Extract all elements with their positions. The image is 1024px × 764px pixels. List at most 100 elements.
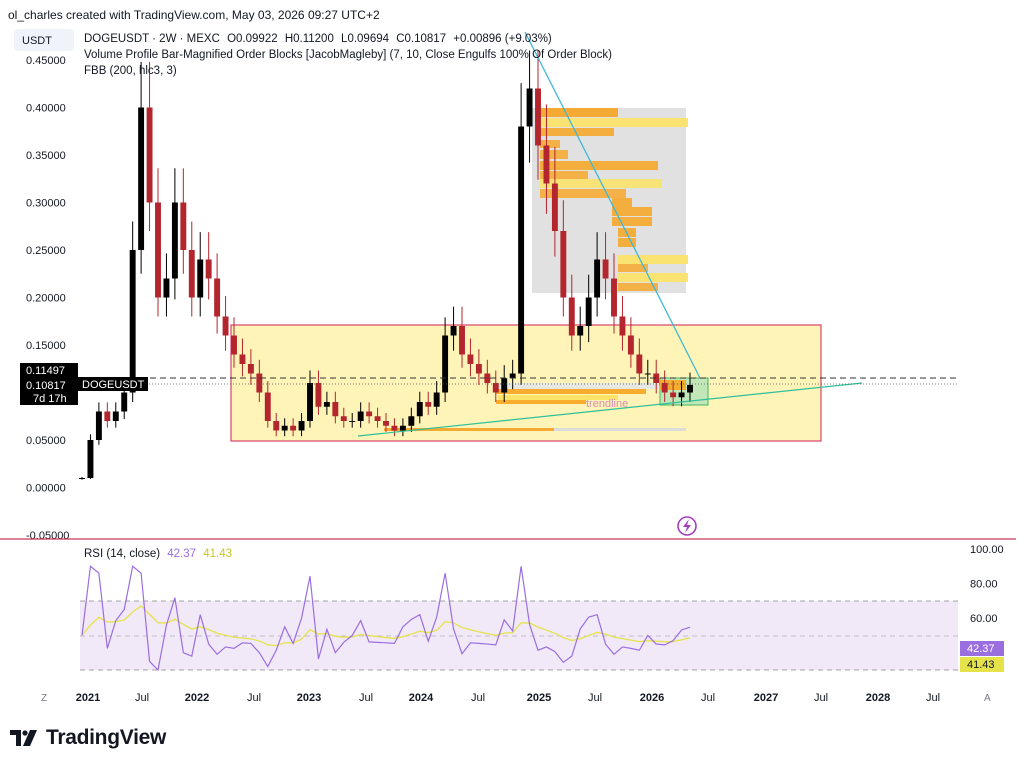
time-tick-label: Jul bbox=[247, 692, 261, 704]
currency-button[interactable] bbox=[14, 29, 74, 51]
candle-body bbox=[256, 373, 263, 393]
candle-body bbox=[678, 392, 685, 398]
time-tick-label: Jul bbox=[588, 692, 602, 704]
currency-button-label: USDT bbox=[22, 35, 52, 47]
candle-body bbox=[459, 326, 465, 355]
auto-scale-label[interactable]: A bbox=[984, 693, 991, 704]
candle-body bbox=[104, 411, 111, 421]
legend-indicator-1: Volume Profile Bar-Magnified Order Block… bbox=[84, 49, 612, 61]
legend-close: C0.10817 bbox=[396, 33, 446, 45]
legend: DOGEUSDT · 2W · MEXC O0.09922 H0.11200 L… bbox=[84, 33, 612, 77]
candle-body bbox=[627, 335, 634, 355]
price-tick-label: 0.40000 bbox=[26, 103, 66, 115]
candle-body bbox=[594, 259, 601, 298]
time-tick-label: 2021 bbox=[76, 692, 100, 704]
rsi-line bbox=[81, 565, 691, 672]
candle-body bbox=[112, 411, 119, 421]
candle-body bbox=[687, 384, 693, 393]
candle-body bbox=[247, 364, 254, 374]
rsi-title: RSI (14, close) 42.37 41.43 bbox=[84, 548, 232, 560]
candle-body bbox=[653, 373, 660, 383]
rsi-tick-label: 100.00 bbox=[970, 544, 1004, 556]
candle-body bbox=[87, 440, 94, 478]
tradingview-logo-icon bbox=[10, 730, 37, 746]
brand-text: TradingView bbox=[46, 726, 167, 749]
candle-body bbox=[416, 402, 423, 417]
trendline-green[interactable] bbox=[357, 382, 863, 437]
symbol-tag: DOGEUSDT bbox=[82, 379, 145, 391]
legend-open: O0.09922 bbox=[227, 33, 278, 45]
candle-body bbox=[197, 259, 204, 298]
price-tick-label: 0.25000 bbox=[26, 245, 66, 257]
rsi-axis: 100.00 80.00 60.00 bbox=[970, 544, 1004, 625]
time-tick-label: Jul bbox=[701, 692, 715, 704]
candle-body bbox=[670, 392, 677, 398]
price-tick-label: 0.15000 bbox=[26, 340, 66, 352]
rsi-ma-label: 41.43 bbox=[967, 659, 995, 671]
candle-body bbox=[214, 278, 221, 317]
time-tick-label: 2022 bbox=[185, 692, 209, 704]
time-tick-label: Jul bbox=[471, 692, 485, 704]
candle-body bbox=[188, 250, 195, 298]
candle-body bbox=[121, 392, 128, 412]
rsi-title-ma: 41.43 bbox=[203, 548, 232, 560]
rsi-lines bbox=[81, 565, 691, 672]
price-tick-label: 0.20000 bbox=[26, 293, 66, 305]
tradingview-brand[interactable]: TradingView bbox=[10, 726, 166, 750]
last-price-label: 0.10817 bbox=[26, 380, 66, 392]
candle-body bbox=[661, 383, 668, 393]
candle-body bbox=[332, 402, 339, 417]
time-tick-label: 2027 bbox=[754, 692, 778, 704]
trendline-label: trendline bbox=[586, 398, 628, 410]
candle-body bbox=[349, 421, 356, 422]
svg-text:DOGEUSDT · 2W · MEXC O0.: DOGEUSDT · 2W · MEXC O0.09922 H0.11200 L… bbox=[84, 33, 552, 45]
candle-body bbox=[273, 421, 280, 431]
candle-body bbox=[383, 421, 389, 426]
candle-body bbox=[568, 297, 575, 336]
legend-change: +0.00896 (+9.03%) bbox=[453, 33, 552, 45]
legend-symbol: DOGEUSDT · 2W · MEXC bbox=[84, 33, 220, 45]
candle-body bbox=[315, 383, 322, 407]
candle-body bbox=[155, 202, 161, 298]
candle-body bbox=[138, 107, 145, 250]
time-tick-label: 2028 bbox=[866, 692, 890, 704]
candle-body bbox=[636, 354, 643, 374]
time-axis: 2021 Jul 2022 Jul 2023 Jul 2024 Jul 2025 Jul 2026 J… bbox=[76, 692, 940, 704]
rsi-tick-label: 60.00 bbox=[970, 613, 998, 625]
candle-body bbox=[366, 411, 373, 417]
candle-body bbox=[323, 402, 330, 407]
candle-body bbox=[602, 259, 609, 279]
candle-body bbox=[374, 416, 381, 421]
price-tick-label: 0.45000 bbox=[26, 55, 66, 67]
candle-body bbox=[433, 392, 440, 407]
candle-body bbox=[535, 88, 541, 146]
candle-body bbox=[611, 278, 617, 317]
candle-body bbox=[484, 373, 491, 383]
rsi-tick-label: 80.00 bbox=[970, 579, 998, 591]
candle-body bbox=[340, 416, 347, 421]
candle-body bbox=[585, 297, 592, 326]
candle-body bbox=[543, 145, 550, 184]
candle-body bbox=[518, 126, 525, 374]
time-tick-label: 2024 bbox=[409, 692, 434, 704]
time-tick-label: 2023 bbox=[297, 692, 321, 704]
candle-body bbox=[146, 107, 153, 203]
time-tick-label: Jul bbox=[359, 692, 373, 704]
candle-body bbox=[298, 421, 305, 431]
candle-body bbox=[467, 354, 474, 364]
countdown-label: 7d 17h bbox=[33, 393, 67, 405]
dashed-level-label: 0.11497 bbox=[26, 365, 65, 377]
candle-body bbox=[526, 88, 533, 127]
candle-body bbox=[450, 326, 457, 336]
price-tick-label: 0.05000 bbox=[26, 435, 66, 447]
zoom-left-button[interactable] bbox=[37, 689, 53, 705]
candle-body bbox=[442, 335, 449, 393]
candle-body bbox=[281, 425, 288, 431]
candle-body bbox=[551, 183, 558, 231]
lightning-icon[interactable] bbox=[677, 516, 697, 536]
candle-body bbox=[501, 378, 508, 393]
candle-body bbox=[399, 425, 406, 431]
rsi-ma-line bbox=[81, 605, 691, 647]
trendline-cyan[interactable] bbox=[524, 31, 701, 379]
